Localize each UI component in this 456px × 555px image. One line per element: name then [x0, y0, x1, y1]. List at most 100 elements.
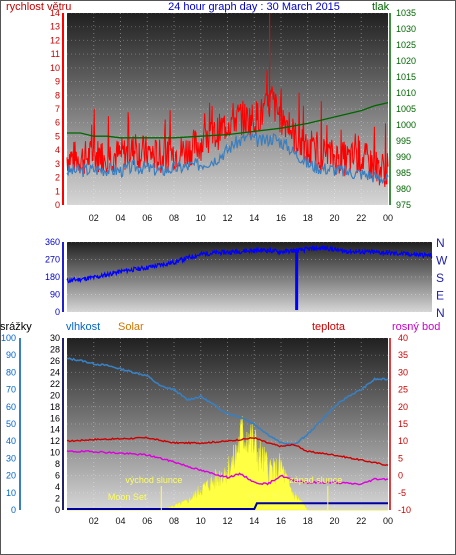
humidity-y-tick-label: 100	[1, 333, 16, 343]
temperature-y-tick-label: 5	[398, 453, 403, 463]
wind-average-line	[66, 130, 389, 184]
x-tick-label: 10	[196, 213, 206, 223]
wind-y-tick-label: 14	[50, 8, 60, 18]
pressure-y-tick-label: 1020	[396, 56, 416, 66]
rain-y-tick-label: 24	[50, 367, 60, 377]
annotation-label: Moon Set	[108, 492, 147, 502]
temperature-y-tick-label: 20	[398, 402, 408, 412]
humidity-y-tick-label: 20	[6, 471, 16, 481]
rain-y-tick-label: 6	[55, 471, 60, 481]
x-tick-label: 04	[115, 516, 125, 526]
x-tick-label: 14	[249, 516, 259, 526]
wind-y-tick-label: 13	[50, 22, 60, 32]
wind-axis-title: rychlost větru	[6, 1, 71, 13]
x-tick-label: 06	[142, 516, 152, 526]
temperature-y-tick-label: 0	[398, 471, 403, 481]
rain-y-tick-label: 2	[55, 494, 60, 504]
x-tick-label: 08	[169, 516, 179, 526]
rain-y-tick-label: 20	[50, 390, 60, 400]
pressure-y-tick-label: 1010	[396, 88, 416, 98]
wind-y-tick-label: 5	[55, 131, 60, 141]
rain-y-tick-label: 10	[50, 448, 60, 458]
temperature-y-tick-label: 10	[398, 436, 408, 446]
temperature-y-tick-label: 15	[398, 419, 408, 429]
x-tick-label: 12	[222, 213, 232, 223]
direction-spike	[295, 249, 299, 311]
rain-y-tick-label: 16	[50, 413, 60, 423]
wind-y-tick-label: 12	[50, 35, 60, 45]
pressure-y-tick-label: 1015	[396, 72, 416, 82]
rain-y-tick-label: 30	[50, 333, 60, 343]
compass-label: W	[436, 254, 448, 268]
pressure-axis-title: tlak	[372, 1, 390, 13]
x-tick-label: 06	[142, 213, 152, 223]
humidity-y-tick-label: 70	[6, 385, 16, 395]
rain-y-tick-label: 28	[50, 344, 60, 354]
x-tick-label: 02	[89, 516, 99, 526]
x-tick-label: 02	[89, 213, 99, 223]
compass-label: N	[436, 236, 445, 250]
chart-title: 24 hour graph day : 30 March 2015	[168, 1, 340, 13]
x-tick-label: 10	[196, 516, 206, 526]
pressure-y-tick-label: 990	[396, 152, 411, 162]
x-tick-label: 20	[329, 516, 339, 526]
temperature-y-tick-label: 35	[398, 350, 408, 360]
wind-y-tick-label: 0	[55, 200, 60, 210]
humidity-line	[66, 357, 389, 446]
direction-y-tick-label: 180	[45, 272, 60, 282]
humidity-y-tick-label: 60	[6, 402, 16, 412]
pressure-y-tick-label: 975	[396, 200, 411, 210]
pressure-y-tick-label: 1035	[396, 8, 416, 18]
temperature-axis-title: teplota	[312, 321, 346, 333]
temperature-y-tick-label: 40	[398, 333, 408, 343]
rain-axis-title: srážky	[0, 321, 32, 333]
humidity-axis-title: vlhkost	[66, 321, 100, 333]
annotation-label: východ slunce	[125, 475, 182, 485]
humidity-y-tick-label: 50	[6, 419, 16, 429]
wind-y-tick-label: 3	[55, 159, 60, 169]
pressure-y-tick-label: 980	[396, 184, 411, 194]
pressure-y-tick-label: 1030	[396, 24, 416, 34]
rain-line	[67, 502, 388, 510]
wind-y-tick-label: 9	[55, 77, 60, 87]
pressure-y-tick-label: 1025	[396, 40, 416, 50]
x-tick-label: 20	[329, 213, 339, 223]
pressure-line	[67, 101, 389, 139]
annotation-label: západ slunce	[289, 475, 342, 485]
x-tick-label: 22	[356, 516, 366, 526]
x-tick-label: 16	[276, 213, 286, 223]
x-tick-label: 12	[222, 516, 232, 526]
pressure-y-tick-label: 1000	[396, 120, 416, 130]
solar-axis-title: Solar	[118, 321, 144, 333]
dewpoint-axis-title: rosný bod	[392, 321, 440, 333]
wind-y-tick-label: 10	[50, 63, 60, 73]
rain-y-tick-label: 0	[55, 505, 60, 515]
direction-y-tick-label: 360	[45, 237, 60, 247]
direction-y-tick-label: 90	[50, 290, 60, 300]
rain-y-tick-label: 4	[55, 482, 60, 492]
rain-y-tick-label: 8	[55, 459, 60, 469]
humidity-y-tick-label: 80	[6, 367, 16, 377]
rain-y-tick-label: 14	[50, 425, 60, 435]
x-tick-label: 16	[276, 516, 286, 526]
rain-y-tick-label: 22	[50, 379, 60, 389]
x-tick-label: 14	[249, 213, 259, 223]
x-tick-label: 00	[383, 213, 393, 223]
humidity-y-tick-label: 30	[6, 453, 16, 463]
rain-y-tick-label: 26	[50, 356, 60, 366]
wind-y-tick-label: 7	[55, 104, 60, 114]
x-tick-label: 22	[356, 213, 366, 223]
rain-y-tick-label: 18	[50, 402, 60, 412]
x-tick-label: 18	[303, 213, 313, 223]
x-tick-label: 08	[169, 213, 179, 223]
humidity-y-tick-label: 10	[6, 488, 16, 498]
wind-y-tick-label: 8	[55, 90, 60, 100]
humidity-y-tick-label: 40	[6, 436, 16, 446]
compass-label: N	[436, 306, 445, 320]
wind-y-tick-label: 1	[55, 186, 60, 196]
x-tick-label: 18	[303, 516, 313, 526]
pressure-y-tick-label: 1005	[396, 104, 416, 114]
dewpoint-line	[66, 449, 388, 486]
annotation-label: Moon Rise	[246, 491, 289, 501]
